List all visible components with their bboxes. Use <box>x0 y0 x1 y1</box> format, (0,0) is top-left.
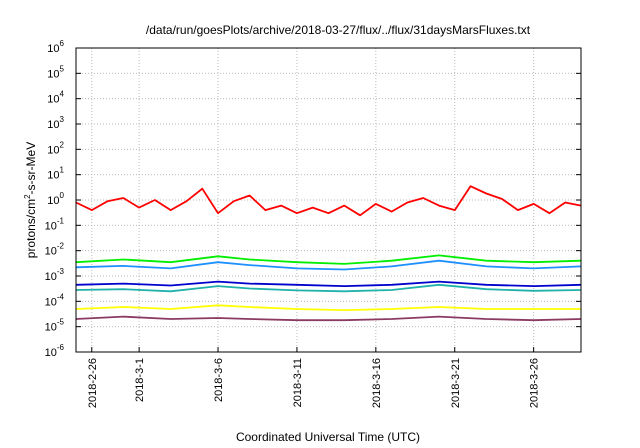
series-line <box>75 185 582 217</box>
y-tick-label: 10-4 <box>45 292 65 308</box>
y-tick-label: 103 <box>47 115 64 131</box>
y-tick-label: 10-3 <box>45 267 65 283</box>
series-line <box>75 280 582 288</box>
y-axis-label: protons/cm2-s-sr-MeV <box>23 142 38 258</box>
x-tick-label: 2018-3-6 <box>213 358 225 402</box>
series-line <box>75 259 582 271</box>
x-tick-label: 2018-3-16 <box>371 358 383 408</box>
series-line <box>75 304 581 312</box>
x-tick-label: 2018-3-21 <box>450 358 462 408</box>
y-tick-label: 10-2 <box>45 242 65 258</box>
y-tick-label: 100 <box>47 191 64 207</box>
y-tick-label: 10-1 <box>45 216 65 232</box>
y-tick-label: 10-6 <box>45 343 65 359</box>
x-tick-label: 2018-2-26 <box>87 358 99 408</box>
x-axis-label: Coordinated Universal Time (UTC) <box>236 430 420 444</box>
y-axis-label-sup: 2 <box>23 194 32 199</box>
chart-title: /data/run/goesPlots/archive/2018-03-27/f… <box>146 23 531 37</box>
y-tick-label: 106 <box>47 39 64 55</box>
grid-lines <box>76 48 581 352</box>
x-tick-label: 2018-3-1 <box>134 358 146 402</box>
series-line <box>75 254 582 265</box>
series-line <box>75 283 582 293</box>
y-axis-ticks: 10-6 10-5 10-4 10-3 10-2 10-1 100 101 102 103 104 1… <box>45 39 581 359</box>
series-group <box>75 185 582 322</box>
y-tick-label: 105 <box>47 64 64 80</box>
y-tick-label: 104 <box>47 90 64 106</box>
y-tick-label: 102 <box>47 140 64 156</box>
x-tick-label: 2018-3-11 <box>292 358 304 407</box>
y-axis-label-base: protons/cm <box>24 199 38 258</box>
series-line <box>75 315 582 322</box>
y-tick-label: 101 <box>47 166 64 182</box>
x-axis-ticks: 2018-2-26 2018-3-1 2018-3-6 2018-3-11 2018-3… <box>87 347 541 408</box>
y-axis-label-rest: -s-sr-MeV <box>24 142 38 195</box>
x-tick-label: 2018-3-26 <box>529 358 541 408</box>
y-tick-label: 10-5 <box>45 318 65 334</box>
